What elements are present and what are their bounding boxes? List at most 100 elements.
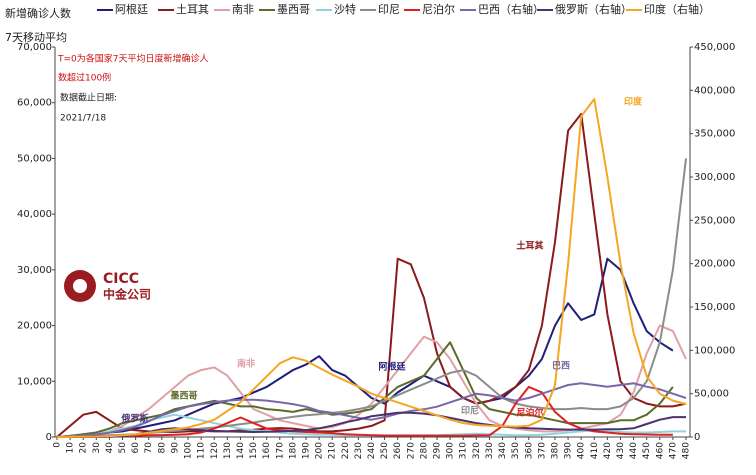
series-line	[56, 98, 687, 438]
legend-label: 土耳其	[176, 3, 209, 16]
x-tick-label: 240	[367, 442, 377, 459]
x-tick-label: 190	[301, 442, 311, 459]
x-tick-label: 150	[249, 442, 259, 459]
x-tick-label: 40	[105, 442, 115, 454]
x-tick-label: 390	[564, 442, 574, 459]
legend-label: 尼泊尔	[422, 3, 455, 16]
x-tick-label: 130	[223, 442, 233, 459]
logo: CICC 中金公司	[64, 270, 151, 302]
logo-inner	[73, 279, 87, 293]
x-tick-label: 470	[668, 442, 678, 459]
series-line	[56, 257, 674, 438]
y2-tick-label: 50,000	[694, 389, 729, 400]
series-label: 巴西	[552, 361, 570, 372]
y2-tick-label: 350,000	[694, 129, 735, 140]
annotation: 数据截止日期:	[60, 92, 117, 104]
legend-label: 墨西哥	[277, 3, 310, 16]
x-tick-label: 200	[315, 442, 325, 459]
series-label: 尼泊尔	[516, 407, 543, 419]
x-tick-label: 160	[262, 442, 272, 459]
y-axis-label: 7天移动平均	[5, 31, 67, 44]
y-tick-label: 50,000	[17, 153, 52, 164]
series-line	[57, 411, 686, 438]
x-tick-label: 340	[498, 442, 508, 459]
x-tick-label: 430	[616, 442, 626, 459]
y-tick-label: 10,000	[17, 376, 52, 387]
x-tick-label: 250	[380, 442, 390, 459]
x-tick-label: 90	[170, 442, 180, 454]
x-tick-label: 360	[524, 442, 534, 459]
x-tick-label: 180	[288, 442, 298, 459]
series-line	[56, 158, 687, 438]
x-tick-label: 110	[197, 442, 207, 459]
x-tick-label: 120	[210, 442, 220, 459]
series-label: 墨西哥	[170, 391, 197, 402]
series-label: 俄罗斯	[120, 413, 148, 425]
legend-label: 印度（右轴）	[644, 2, 710, 16]
x-tick-label: 460	[655, 442, 665, 459]
y2-tick-label: 250,000	[694, 215, 735, 226]
y-tick-label: 30,000	[17, 265, 52, 276]
x-tick-label: 400	[577, 442, 587, 459]
annotation: T=0为各国家7天平均日度新增确诊人	[57, 53, 209, 65]
legend-label: 沙特	[334, 2, 356, 16]
x-tick-label: 80	[157, 442, 167, 454]
x-tick-label: 440	[629, 442, 639, 459]
x-tick-label: 210	[328, 442, 338, 459]
x-tick-label: 310	[459, 442, 469, 459]
x-tick-label: 20	[79, 442, 89, 454]
y2-tick-label: 0	[694, 432, 700, 443]
x-tick-label: 320	[472, 442, 482, 459]
x-tick-label: 450	[642, 442, 652, 459]
x-tick-label: 280	[419, 442, 429, 459]
x-tick-label: 290	[433, 442, 443, 459]
x-tick-label: 300	[446, 442, 456, 459]
y2-tick-label: 150,000	[694, 302, 735, 313]
series-line	[56, 382, 687, 438]
x-tick-label: 0	[53, 442, 63, 448]
x-tick-label: 410	[590, 442, 600, 459]
y-tick-label: 60,000	[17, 98, 52, 109]
series-label: 印度	[624, 96, 643, 108]
x-tick-label: 380	[550, 442, 560, 459]
x-tick-label: 350	[511, 442, 521, 459]
x-tick-label: 60	[131, 442, 141, 454]
logo-name: CICC	[103, 271, 139, 287]
y-tick-label: 70,000	[17, 42, 52, 53]
annotation: 2021/7/18	[60, 114, 106, 124]
y-axis-label: 新增确诊人数	[5, 6, 71, 20]
x-tick-label: 70	[144, 442, 154, 454]
legend-label: 印尼	[378, 3, 400, 16]
y2-tick-label: 200,000	[694, 259, 735, 270]
legend-label: 阿根廷	[115, 2, 148, 16]
x-tick-label: 220	[341, 442, 351, 459]
x-tick-label: 370	[537, 442, 547, 459]
series-label: 南非	[237, 358, 255, 370]
x-tick-label: 270	[406, 442, 416, 459]
x-tick-label: 480	[682, 442, 692, 459]
x-tick-label: 140	[236, 442, 246, 459]
x-tick-label: 420	[603, 442, 613, 459]
x-tick-label: 260	[393, 442, 403, 459]
legend-label: 巴西（右轴）	[478, 2, 544, 16]
y2-tick-label: 100,000	[694, 345, 735, 356]
x-tick-label: 330	[485, 442, 495, 459]
x-tick-label: 10	[66, 442, 76, 454]
series-label: 阿根廷	[378, 361, 406, 373]
x-tick-label: 100	[184, 442, 194, 459]
legend-label: 南非	[232, 3, 254, 16]
x-tick-label: 230	[354, 442, 364, 459]
y-tick-label: 20,000	[17, 321, 52, 332]
annotation: 数超过100例	[58, 72, 111, 84]
x-tick-label: 50	[118, 442, 128, 454]
y2-tick-label: 300,000	[694, 172, 735, 183]
y2-tick-label: 450,000	[694, 42, 735, 53]
series-label: 印尼	[461, 405, 479, 417]
logo-name-cn: 中金公司	[103, 287, 151, 302]
series-label: 土耳其	[516, 240, 543, 252]
series-line	[56, 112, 687, 438]
y2-tick-label: 400,000	[694, 85, 735, 96]
x-tick-label: 30	[92, 442, 102, 454]
x-tick-label: 170	[275, 442, 285, 459]
